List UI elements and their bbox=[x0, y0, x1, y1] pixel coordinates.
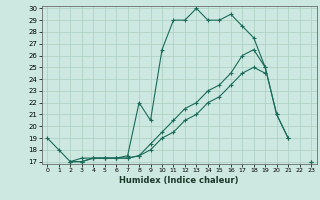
X-axis label: Humidex (Indice chaleur): Humidex (Indice chaleur) bbox=[119, 176, 239, 185]
